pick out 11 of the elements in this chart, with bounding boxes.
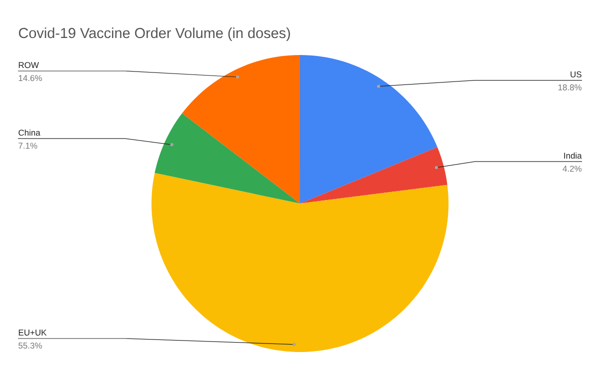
data-label: 55.3% <box>18 342 42 349</box>
data-label: 14.6% <box>18 75 42 82</box>
slice-label: US <box>570 71 582 78</box>
slice-label: EU+UK <box>18 330 47 336</box>
data-label: 7.1% <box>18 142 38 149</box>
slice-label: China <box>18 129 40 136</box>
slice-label: India <box>564 152 582 159</box>
slice-label: ROW <box>18 62 39 68</box>
data-label: 4.2% <box>562 166 582 172</box>
chart-title: Covid-19 Vaccine Order Volume (in doses) <box>18 28 290 41</box>
data-label: 18.8% <box>558 84 582 90</box>
